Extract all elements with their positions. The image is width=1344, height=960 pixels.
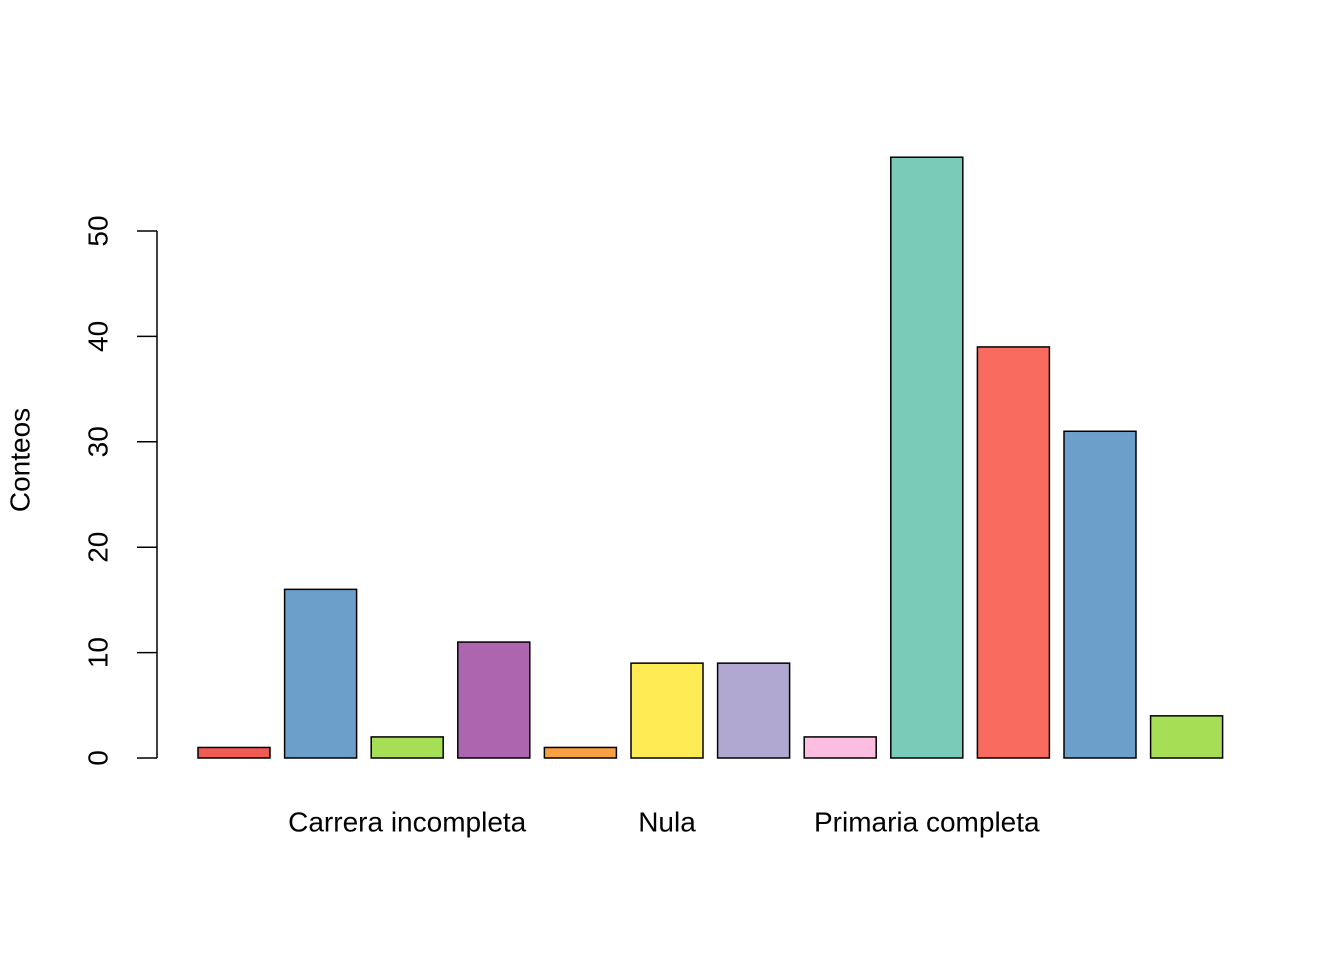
bar [197, 746, 271, 759]
bar [890, 156, 964, 759]
bar [1063, 430, 1137, 759]
y-tick-label: 50 [82, 215, 113, 246]
bar [1149, 715, 1224, 759]
x-tick-label: Carrera incompleta [288, 806, 527, 837]
bar [283, 588, 358, 759]
bar [457, 641, 531, 759]
bar [630, 662, 704, 759]
bar [976, 346, 1051, 759]
x-tick-label: Primaria completa [814, 806, 1040, 837]
bar [370, 736, 444, 759]
y-tick-label: 30 [82, 426, 113, 457]
y-axis-label: Conteos [4, 408, 35, 512]
bar [716, 662, 791, 759]
bar [543, 746, 618, 759]
bar [803, 736, 877, 759]
y-tick-label: 10 [82, 637, 113, 668]
x-tick-label: Nula [638, 806, 696, 837]
y-tick-label: 0 [82, 750, 113, 766]
y-tick-label: 40 [82, 321, 113, 352]
y-tick-label: 20 [82, 532, 113, 563]
